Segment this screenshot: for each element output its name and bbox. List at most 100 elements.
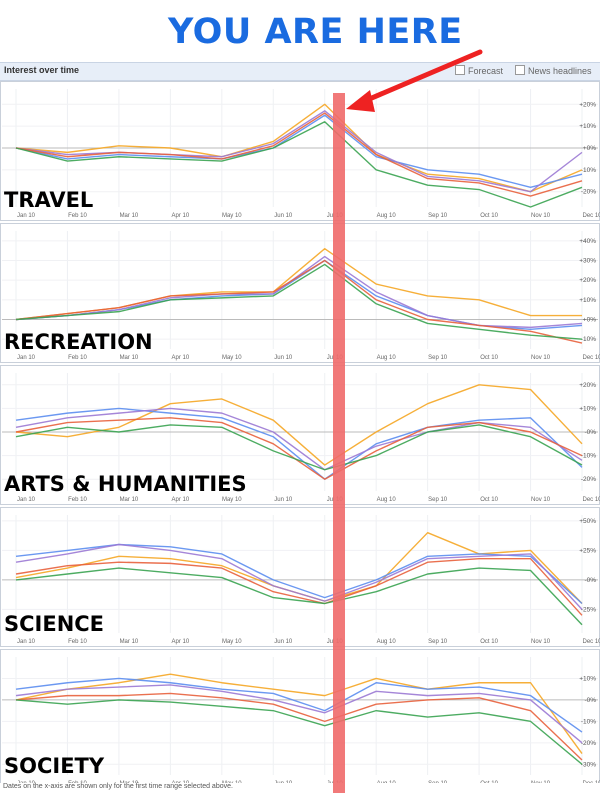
y-tick-label: -20% bbox=[581, 476, 596, 483]
y-tick-label: -25% bbox=[581, 606, 596, 613]
x-tick-label: Jan 10 bbox=[17, 781, 36, 783]
x-tick-label: May 10 bbox=[222, 781, 242, 783]
series-line-green bbox=[15, 263, 583, 340]
x-tick-label: Feb 10 bbox=[68, 639, 87, 645]
x-tick-label: Oct 10 bbox=[480, 639, 498, 645]
forecast-option[interactable]: Forecast bbox=[455, 65, 503, 76]
panel-label-society: SOCIETY bbox=[4, 754, 105, 778]
series-line-green bbox=[15, 699, 583, 765]
forecast-checkbox[interactable] bbox=[455, 65, 465, 75]
you-are-here-marker-bar bbox=[333, 93, 345, 793]
chart-panel-3: Jan 10 Feb 10 Mar 10 Apr 10 May 10 Jun 10 Jul … bbox=[0, 507, 600, 647]
y-tick-label: +40% bbox=[579, 238, 596, 245]
headline-text: YOU ARE HERE bbox=[168, 12, 463, 52]
headline-banner: YOU ARE HERE bbox=[0, 0, 600, 62]
x-tick-label: Jun 10 bbox=[274, 355, 293, 361]
x-tick-label: Nov 10 bbox=[531, 781, 551, 783]
series-line-red bbox=[15, 112, 583, 197]
x-tick-label: Nov 10 bbox=[531, 355, 551, 361]
series-line-purple bbox=[15, 543, 583, 610]
x-tick-label: Sep 10 bbox=[428, 213, 448, 219]
x-tick-label: Jan 10 bbox=[17, 213, 36, 219]
interest-charts: Jan 10 Feb 10 Mar 10 Apr 10 May 10 Jun 10 Jul … bbox=[0, 81, 600, 783]
x-tick-label: Feb 10 bbox=[68, 781, 87, 783]
y-tick-label: +20% bbox=[579, 382, 596, 389]
y-tick-label: +0% bbox=[583, 317, 596, 324]
x-axis-footnote: Dates on the x-axis are shown only for t… bbox=[3, 783, 233, 790]
x-tick-label: Sep 10 bbox=[428, 355, 448, 361]
y-tick-label: +10% bbox=[579, 405, 596, 412]
x-tick-label: Nov 10 bbox=[531, 639, 551, 645]
y-tick-label: -10% bbox=[581, 167, 596, 174]
x-tick-label: Aug 10 bbox=[377, 213, 397, 219]
series-line-orange bbox=[15, 103, 583, 193]
series-line-purple bbox=[15, 407, 583, 471]
x-tick-label: Feb 10 bbox=[68, 355, 87, 361]
x-tick-label: Aug 10 bbox=[377, 781, 397, 783]
x-tick-label: Jun 10 bbox=[274, 213, 293, 219]
news-headlines-option[interactable]: News headlines bbox=[515, 65, 592, 76]
y-tick-label: +20% bbox=[579, 101, 596, 108]
y-tick-label: -30% bbox=[581, 761, 596, 768]
chart-panel-2: Jan 10 Feb 10 Mar 10 Apr 10 May 10 Jun 10 Jul … bbox=[0, 365, 600, 505]
chart-panel-1: Jan 10 Feb 10 Mar 10 Apr 10 May 10 Jun 10 Jul … bbox=[0, 223, 600, 363]
x-tick-label: Apr 10 bbox=[172, 497, 190, 503]
y-tick-label: -0% bbox=[584, 577, 596, 584]
panel-label-science: SCIENCE bbox=[4, 612, 105, 636]
x-tick-label: Oct 10 bbox=[480, 355, 498, 361]
series-line-blue bbox=[15, 677, 583, 733]
series-line-green bbox=[15, 567, 583, 626]
x-tick-label: Nov 10 bbox=[531, 497, 551, 503]
x-tick-label: Sep 10 bbox=[428, 497, 448, 503]
x-tick-label: Dec 10 bbox=[582, 213, 600, 219]
y-tick-label: -20% bbox=[581, 740, 596, 747]
y-tick-label: +25% bbox=[579, 547, 596, 554]
y-tick-label: -10% bbox=[581, 336, 596, 343]
x-tick-label: May 10 bbox=[222, 497, 242, 503]
x-tick-label: Jan 10 bbox=[17, 497, 36, 503]
panel-label-recreation: RECREATION bbox=[4, 330, 153, 354]
news-headlines-checkbox[interactable] bbox=[515, 65, 525, 75]
series-line-orange bbox=[15, 384, 583, 466]
x-tick-label: Aug 10 bbox=[377, 639, 397, 645]
series-line-purple bbox=[15, 684, 583, 744]
x-tick-label: Aug 10 bbox=[377, 355, 397, 361]
series-line-blue bbox=[15, 407, 583, 480]
x-tick-label: Oct 10 bbox=[480, 497, 498, 503]
x-tick-label: Mar 10 bbox=[120, 781, 139, 783]
x-tick-label: Feb 10 bbox=[68, 213, 87, 219]
panel-label-travel: TRAVEL bbox=[4, 188, 94, 212]
x-tick-label: Feb 10 bbox=[68, 497, 87, 503]
x-tick-label: Mar 10 bbox=[120, 355, 139, 361]
series-line-orange bbox=[15, 673, 583, 754]
series-line-red bbox=[15, 259, 583, 344]
y-tick-label: +50% bbox=[579, 518, 596, 525]
x-tick-label: Dec 10 bbox=[582, 781, 600, 783]
x-tick-label: Apr 10 bbox=[172, 213, 190, 219]
y-tick-label: +20% bbox=[579, 277, 596, 284]
x-tick-label: Oct 10 bbox=[480, 781, 498, 783]
series-line-red bbox=[15, 417, 583, 480]
series-line-blue bbox=[15, 114, 583, 189]
x-tick-label: May 10 bbox=[222, 355, 242, 361]
x-tick-label: Dec 10 bbox=[582, 639, 600, 645]
y-tick-label: +30% bbox=[579, 258, 596, 265]
panel-frame bbox=[0, 365, 600, 505]
x-tick-label: Mar 10 bbox=[120, 639, 139, 645]
x-tick-label: Sep 10 bbox=[428, 639, 448, 645]
x-tick-label: Nov 10 bbox=[531, 213, 551, 219]
panel-frame bbox=[0, 507, 600, 647]
x-tick-label: Jan 10 bbox=[17, 639, 36, 645]
x-tick-label: May 10 bbox=[222, 213, 242, 219]
x-tick-label: Jan 10 bbox=[17, 355, 36, 361]
panel-label-arts-humanities: ARTS & HUMANITIES bbox=[4, 472, 247, 496]
x-tick-label: Dec 10 bbox=[582, 355, 600, 361]
chart-panel-0: Jan 10 Feb 10 Mar 10 Apr 10 May 10 Jun 10 Jul … bbox=[0, 81, 600, 221]
x-tick-label: Aug 10 bbox=[377, 497, 397, 503]
series-line-green bbox=[15, 424, 583, 471]
y-tick-label: -10% bbox=[581, 453, 596, 460]
forecast-label: Forecast bbox=[468, 66, 504, 76]
x-tick-label: Apr 10 bbox=[172, 781, 190, 783]
series-line-red bbox=[15, 692, 583, 761]
